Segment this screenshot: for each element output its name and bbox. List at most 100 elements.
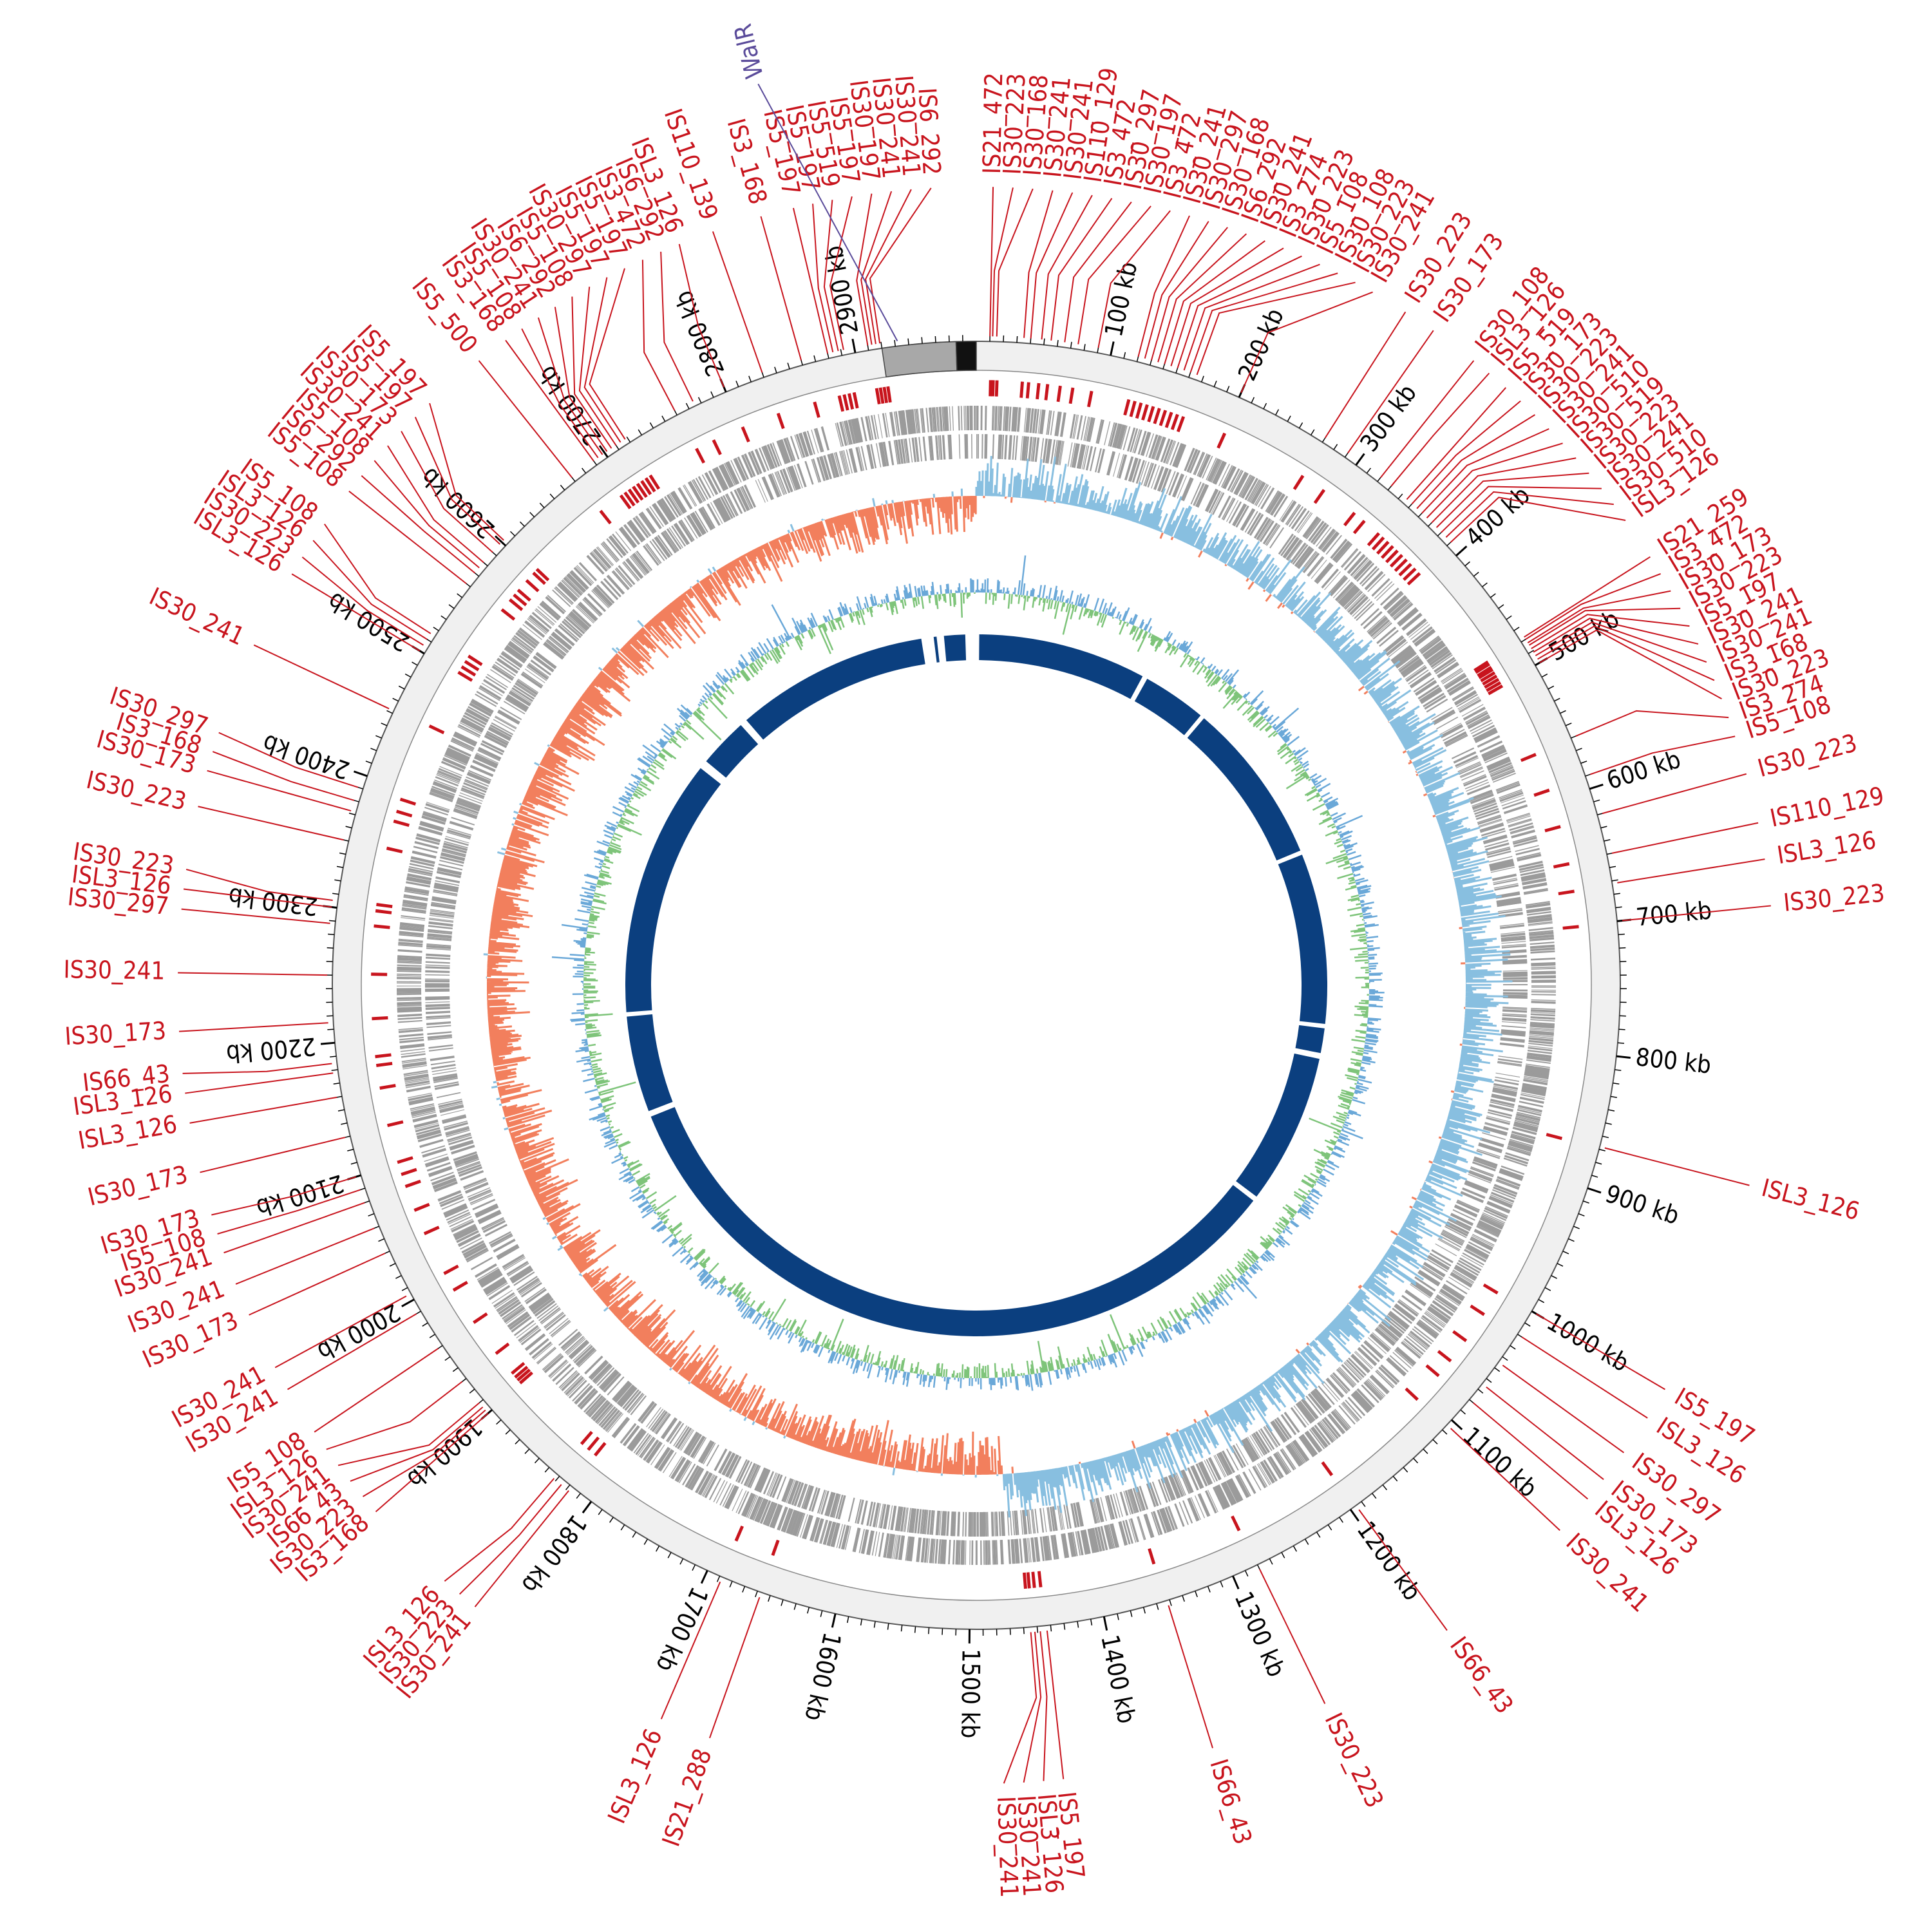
axis-tick <box>1510 1345 1516 1350</box>
gene-feature <box>858 1529 865 1553</box>
gene-feature <box>1168 1475 1179 1499</box>
gene-feature <box>1512 1128 1537 1135</box>
gene-feature <box>1331 1374 1349 1393</box>
gene-feature <box>1300 1399 1317 1420</box>
gene-feature <box>1148 1482 1159 1506</box>
is-element-blip <box>525 579 540 592</box>
gene-feature <box>1370 1333 1390 1351</box>
gene-feature <box>529 1338 549 1355</box>
is-element-leader <box>1137 215 1190 357</box>
gene-feature <box>641 1403 658 1424</box>
gene-feature <box>1074 414 1079 439</box>
is-element-leader <box>1097 210 1171 348</box>
gene-feature <box>1251 482 1266 505</box>
gene-feature <box>850 419 858 444</box>
gene-feature <box>1004 435 1008 460</box>
gene-feature <box>571 611 590 629</box>
gene-feature <box>907 1508 911 1533</box>
axis-tick <box>1544 1287 1551 1291</box>
gene-feature <box>462 714 486 728</box>
gene-feature <box>1530 1019 1555 1022</box>
gene-feature <box>1273 1454 1288 1475</box>
gene-feature <box>592 1401 610 1421</box>
gene-feature <box>1481 744 1504 756</box>
gene-feature <box>1529 930 1554 934</box>
is-element-blip <box>1398 563 1412 577</box>
gene-feature <box>1434 712 1456 725</box>
gene-feature <box>819 456 828 480</box>
gene-feature <box>431 1175 455 1186</box>
gene-feature <box>1338 1405 1356 1425</box>
gene-feature <box>1456 694 1479 708</box>
gene-feature <box>595 586 613 605</box>
axis-tick <box>907 338 909 345</box>
gene-feature <box>596 547 613 567</box>
gene-feature <box>429 918 454 923</box>
gene-feature <box>497 1245 519 1259</box>
gene-feature <box>446 831 471 840</box>
is-element-leader <box>1406 387 1507 500</box>
gene-feature <box>1218 464 1230 486</box>
gene-feature <box>668 527 683 549</box>
gene-feature <box>1343 1401 1360 1421</box>
gene-feature <box>1146 1483 1155 1508</box>
gene-feature <box>1397 1301 1417 1317</box>
gene-feature <box>582 599 601 617</box>
gene-feature <box>1260 1461 1276 1483</box>
gene-feature <box>569 571 589 591</box>
gene-feature <box>1348 554 1366 574</box>
gene-feature <box>786 468 796 491</box>
is-element-leader <box>1150 227 1228 361</box>
gene-feature <box>1420 638 1442 654</box>
gene-feature <box>909 438 913 463</box>
gene-feature <box>1531 976 1556 979</box>
gene-feature <box>787 1480 798 1504</box>
is-element-blip <box>644 477 656 493</box>
axis-tick <box>1232 1575 1240 1589</box>
gene-feature <box>1356 1389 1374 1408</box>
gene-feature <box>1410 623 1430 640</box>
gene-feature <box>1499 1043 1524 1048</box>
gene-feature <box>1180 477 1192 500</box>
gene-feature <box>1457 1199 1481 1211</box>
gene-feature <box>1180 1470 1191 1493</box>
gene-feature <box>439 1104 464 1111</box>
gene-feature <box>572 1383 591 1402</box>
is-element-blip <box>1141 404 1149 421</box>
is-element-blip <box>580 1430 593 1445</box>
gene-feature <box>1259 520 1274 542</box>
gene-feature <box>1523 1080 1548 1086</box>
is-element-blip <box>1367 532 1381 547</box>
gene-feature <box>942 406 945 431</box>
is-element-blip <box>1376 540 1390 555</box>
gene-feature <box>1194 483 1205 506</box>
is-element-leader <box>217 1189 361 1235</box>
gene-feature <box>1459 700 1482 713</box>
gene-feature <box>815 428 824 452</box>
axis-tick <box>1494 1367 1501 1372</box>
gene-feature <box>497 1297 518 1312</box>
gene-feature <box>1501 945 1526 949</box>
gene-feature <box>476 752 499 764</box>
axis-tick <box>685 402 690 410</box>
gene-feature <box>1430 1304 1451 1320</box>
gene-feature <box>1298 1401 1315 1423</box>
gene-feature <box>1430 652 1452 668</box>
gene-feature <box>1505 1152 1530 1162</box>
axis-tick <box>1275 409 1280 415</box>
is-element-leader <box>200 1137 346 1173</box>
is-element-leader <box>1525 573 1662 640</box>
is-element-label: ISL3_126 <box>1775 826 1878 869</box>
gene-feature <box>1285 504 1300 525</box>
gene-feature <box>1040 410 1046 435</box>
gene-feature <box>1498 1056 1523 1060</box>
axis-tick <box>1554 697 1560 702</box>
gene-feature <box>447 829 471 838</box>
gene-feature <box>495 715 517 728</box>
is-element-leader <box>1324 311 1406 439</box>
gene-feature <box>1511 829 1535 838</box>
gene-feature <box>437 871 461 877</box>
gene-feature <box>1314 1388 1332 1408</box>
gene-feature <box>1439 1289 1461 1305</box>
is-element-leader <box>829 196 853 350</box>
